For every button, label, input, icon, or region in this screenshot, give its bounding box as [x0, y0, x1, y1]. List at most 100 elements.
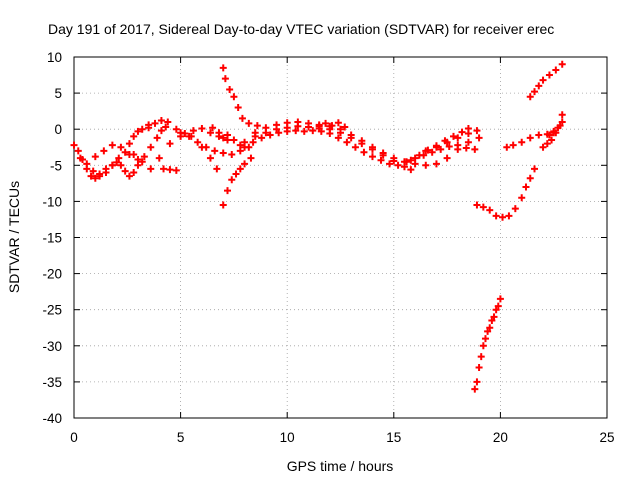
data-point [166, 140, 174, 148]
data-point [558, 118, 566, 126]
data-point [238, 114, 246, 122]
data-point [241, 160, 249, 168]
data-point [407, 156, 415, 164]
data-point [292, 127, 300, 135]
data-track [145, 117, 172, 129]
data-point [273, 121, 281, 129]
data-point [266, 131, 274, 139]
data-point [198, 143, 206, 151]
data-point [511, 205, 519, 213]
data-point [334, 119, 342, 127]
data-point [70, 141, 78, 149]
data-point [194, 138, 202, 146]
x-tick-label: 10 [280, 430, 295, 445]
data-point [253, 122, 261, 130]
data-point [358, 137, 366, 145]
data-point [368, 143, 376, 151]
chart-title: Day 191 of 2017, Sidereal Day-to-day VTE… [48, 21, 554, 37]
data-point [473, 201, 481, 209]
data-point [509, 141, 517, 149]
data-point [505, 212, 513, 220]
x-tick-label: 25 [599, 430, 614, 445]
data-point [309, 127, 317, 135]
data-point [471, 385, 479, 393]
data-point [545, 131, 553, 139]
data-point [473, 127, 481, 135]
data-track [539, 111, 566, 151]
data-point [247, 154, 255, 162]
data-point [219, 64, 227, 72]
data-track [209, 124, 244, 149]
data-point [166, 166, 174, 174]
data-point [386, 160, 394, 168]
data-point [177, 129, 185, 137]
data-point [219, 149, 227, 157]
data-point [228, 150, 236, 158]
data-point [76, 154, 84, 162]
y-tick-label: 5 [54, 86, 62, 101]
data-point [164, 118, 172, 126]
data-point [162, 123, 170, 131]
plot-frame [73, 56, 608, 419]
data-point [479, 342, 487, 350]
data-point [360, 148, 368, 156]
data-point [415, 151, 423, 159]
data-point [145, 121, 153, 129]
y-tick-label: -25 [42, 303, 62, 318]
data-point [390, 154, 398, 162]
data-point [300, 127, 308, 135]
data-point [328, 122, 336, 130]
data-point [230, 136, 238, 144]
data-point [294, 118, 302, 126]
y-tick-label: 0 [54, 122, 62, 137]
data-point [224, 187, 232, 195]
data-point [108, 141, 116, 149]
data-point [236, 165, 244, 173]
data-point [486, 206, 494, 214]
data-point [407, 166, 415, 174]
data-track [251, 118, 483, 169]
data-point [526, 93, 534, 101]
data-point [138, 125, 146, 133]
data-point [449, 132, 457, 140]
data-point [187, 132, 195, 140]
data-point [206, 154, 214, 162]
data-point [232, 170, 240, 178]
data-point [215, 129, 223, 137]
data-point [151, 119, 159, 127]
data-point [494, 302, 502, 310]
data-point [138, 158, 146, 166]
data-point [445, 143, 453, 151]
data-point [343, 138, 351, 146]
data-point [230, 93, 238, 101]
data-point [368, 153, 376, 161]
data-point [486, 324, 494, 332]
data-point [157, 117, 165, 125]
data-point [432, 160, 440, 168]
data-point [125, 140, 133, 148]
data-point [545, 71, 553, 79]
data-point [400, 158, 408, 166]
data-point [428, 148, 436, 156]
data-point [422, 161, 430, 169]
data-point [558, 60, 566, 68]
data-point [198, 124, 206, 132]
data-point [422, 147, 430, 155]
data-point [554, 124, 562, 132]
data-point [258, 134, 266, 142]
data-point [535, 131, 543, 139]
data-point [539, 143, 547, 151]
data-point [241, 138, 249, 146]
data-point [518, 194, 526, 202]
data-point [153, 134, 161, 142]
data-point [411, 160, 419, 168]
data-track [130, 132, 185, 173]
data-point [315, 122, 323, 130]
x-tick-label: 0 [70, 430, 78, 445]
data-point [454, 145, 462, 153]
data-point [130, 150, 138, 158]
x-tick-label: 15 [386, 430, 401, 445]
data-point [443, 138, 451, 146]
data-point [543, 140, 551, 148]
data-point [172, 166, 180, 174]
